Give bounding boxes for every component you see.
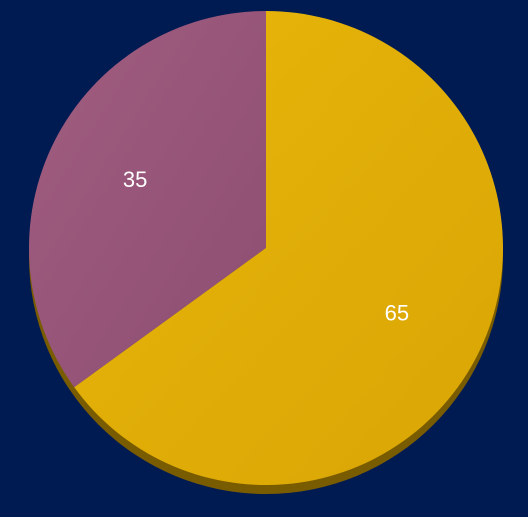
pie-slices	[28, 11, 504, 486]
data-label-2: 65	[385, 301, 409, 326]
pie-slice-2	[74, 11, 504, 486]
data-label-1: 35	[123, 167, 147, 192]
pie-slice-1	[28, 11, 267, 388]
pie-data-labels: 35 65	[123, 167, 409, 325]
